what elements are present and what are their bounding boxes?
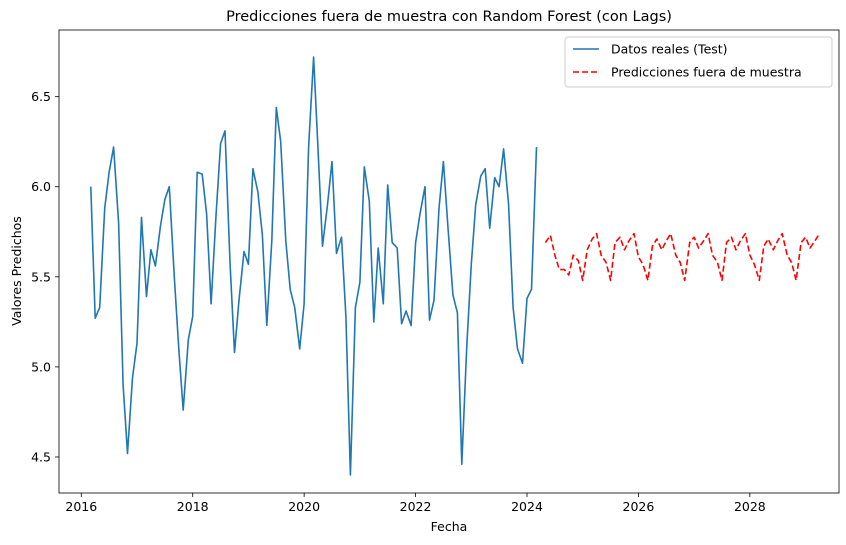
x-tick-label: 2024 [511,499,543,514]
x-tick-label: 2022 [400,499,432,514]
x-tick-label: 2020 [288,499,320,514]
x-tick-label: 2028 [734,499,766,514]
series-layer [90,56,821,476]
y-tick-label: 4.5 [31,449,51,464]
legend: Datos reales (Test) Predicciones fuera de… [564,36,833,88]
chart-title: Predicciones fuera de muestra con Random… [226,9,672,25]
y-axis-label: Valores Predichos [9,216,24,326]
series-line-real [90,56,538,476]
x-tick-label: 2016 [65,499,97,514]
y-tick-label: 5.0 [31,359,51,374]
x-tick-label: 2018 [177,499,209,514]
axes-frame [58,29,840,494]
x-tick-label: 2026 [623,499,655,514]
legend-box [564,36,833,88]
y-axis: 4.5 5.0 5.5 6.0 6.5 [31,89,59,464]
series-line-forecast [544,232,821,282]
y-tick-label: 6.5 [31,89,51,104]
y-tick-label: 6.0 [31,179,51,194]
legend-label: Datos reales (Test) [611,42,728,57]
x-axis: 2016 2018 2020 2022 2024 2026 2028 [65,493,766,514]
legend-label: Predicciones fuera de muestra [611,65,802,80]
x-axis-label: Fecha [431,519,468,534]
y-tick-label: 5.5 [31,269,51,284]
